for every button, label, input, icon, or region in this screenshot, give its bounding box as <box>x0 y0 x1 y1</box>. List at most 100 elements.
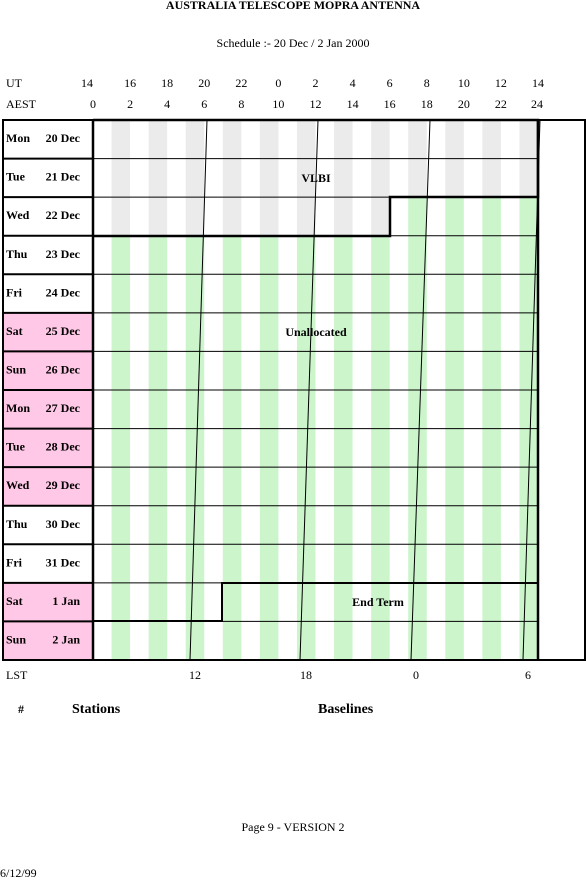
hour-stripe <box>111 544 131 583</box>
hour-stripe <box>334 390 353 429</box>
day-cell <box>3 158 93 198</box>
hour-stripe <box>222 544 242 583</box>
hour-stripe <box>185 390 205 429</box>
hour-stripe <box>482 505 501 545</box>
grid: Mon 20 Dec Tue 21 Dec Wed 22 Dec Thu 23 Dec Fri 2… <box>3 119 538 660</box>
hour-stripe <box>445 351 464 390</box>
day-name: Thu <box>6 247 28 261</box>
aest-tick: 20 <box>458 97 470 111</box>
day-name: Sun <box>6 362 26 376</box>
hour-stripe <box>222 582 242 622</box>
day-date: 27 Dec <box>46 401 81 415</box>
aest-tick: 2 <box>127 97 133 111</box>
day-cell <box>3 428 93 468</box>
day-date: 24 Dec <box>46 285 81 299</box>
hour-stripe <box>185 312 205 352</box>
lst-tick: 18 <box>300 668 312 682</box>
block-label: Unallocated <box>285 325 347 339</box>
hour-stripe <box>482 312 501 352</box>
ut-tick: 12 <box>495 76 507 90</box>
hour-stripe <box>222 197 242 236</box>
hour-stripe <box>148 582 168 622</box>
hour-stripe <box>371 582 390 622</box>
aest-tick: 16 <box>384 97 396 111</box>
lst-line <box>410 119 431 661</box>
hour-stripe <box>482 120 501 159</box>
day-date: 2 Jan <box>52 632 80 646</box>
hour-stripe <box>111 235 131 275</box>
hour-stripe <box>371 351 390 390</box>
ut-tick: 2 <box>313 76 319 90</box>
day-cell <box>3 120 93 159</box>
hour-stripe <box>259 312 279 352</box>
hour-stripe <box>259 197 279 236</box>
hour-stripe <box>445 621 464 660</box>
day-name: Sun <box>6 632 26 646</box>
hour-stripe <box>222 312 242 352</box>
hour-stripe <box>482 351 501 390</box>
day-name: Tue <box>6 440 26 454</box>
day-cell <box>3 582 93 622</box>
hour-stripe <box>519 544 538 583</box>
day-date: 21 Dec <box>46 170 81 184</box>
hour-stripe <box>371 467 390 506</box>
hour-stripe <box>445 582 464 622</box>
ut-tick: 10 <box>458 76 470 90</box>
hour-stripe <box>482 158 501 198</box>
hour-stripe <box>222 428 242 468</box>
hour-stripe <box>185 158 205 198</box>
day-date: 22 Dec <box>46 208 81 222</box>
ut-tick: 20 <box>198 76 210 90</box>
day-cell <box>3 197 93 236</box>
hour-stripe <box>222 158 242 198</box>
hour-stripe <box>445 120 464 159</box>
hour-stripe <box>519 390 538 429</box>
hour-stripe <box>334 235 353 275</box>
day-cell <box>3 467 93 506</box>
hour-stripe <box>185 544 205 583</box>
overlay: VLBI Unallocated End Term <box>2 118 586 661</box>
day-name: Fri <box>6 555 23 569</box>
hour-stripe <box>482 390 501 429</box>
hour-stripe <box>111 197 131 236</box>
aest-tick: 24 <box>531 97 543 111</box>
hour-stripe <box>334 158 353 198</box>
lst-line <box>189 119 208 661</box>
column-number: # <box>18 702 24 716</box>
aest-label: AEST <box>6 97 37 111</box>
day-date: 30 Dec <box>46 517 81 531</box>
hour-stripe <box>111 158 131 198</box>
ut-tick: 18 <box>161 76 173 90</box>
hour-stripe <box>371 274 390 313</box>
ut-tick: 8 <box>424 76 430 90</box>
hour-stripe <box>259 390 279 429</box>
day-cell <box>3 274 93 313</box>
hour-stripe <box>148 390 168 429</box>
aest-tick: 10 <box>272 97 284 111</box>
hour-stripe <box>111 390 131 429</box>
hour-stripe <box>445 235 464 275</box>
hour-stripe <box>445 274 464 313</box>
page-number: Page 9 - VERSION 2 <box>241 820 344 834</box>
hour-stripe <box>445 158 464 198</box>
hour-stripe <box>296 120 316 159</box>
hour-stripe <box>148 235 168 275</box>
day-cell <box>3 621 93 660</box>
hour-stripe <box>185 428 205 468</box>
hour-stripe <box>445 544 464 583</box>
hour-stripe <box>185 505 205 545</box>
hour-stripe <box>222 274 242 313</box>
hour-stripe <box>111 582 131 622</box>
hour-stripe <box>334 197 353 236</box>
hour-stripe <box>296 390 316 429</box>
hour-stripe <box>519 582 538 622</box>
ut-tick: 22 <box>235 76 247 90</box>
day-date: 28 Dec <box>46 440 81 454</box>
hour-stripe <box>371 197 390 236</box>
day-name: Wed <box>6 208 30 222</box>
aest-tick: 12 <box>310 97 322 111</box>
hour-stripe <box>259 544 279 583</box>
day-date: 1 Jan <box>52 594 80 608</box>
hour-stripe <box>148 312 168 352</box>
title: AUSTRALIA TELESCOPE MOPRA ANTENNA <box>166 0 420 12</box>
